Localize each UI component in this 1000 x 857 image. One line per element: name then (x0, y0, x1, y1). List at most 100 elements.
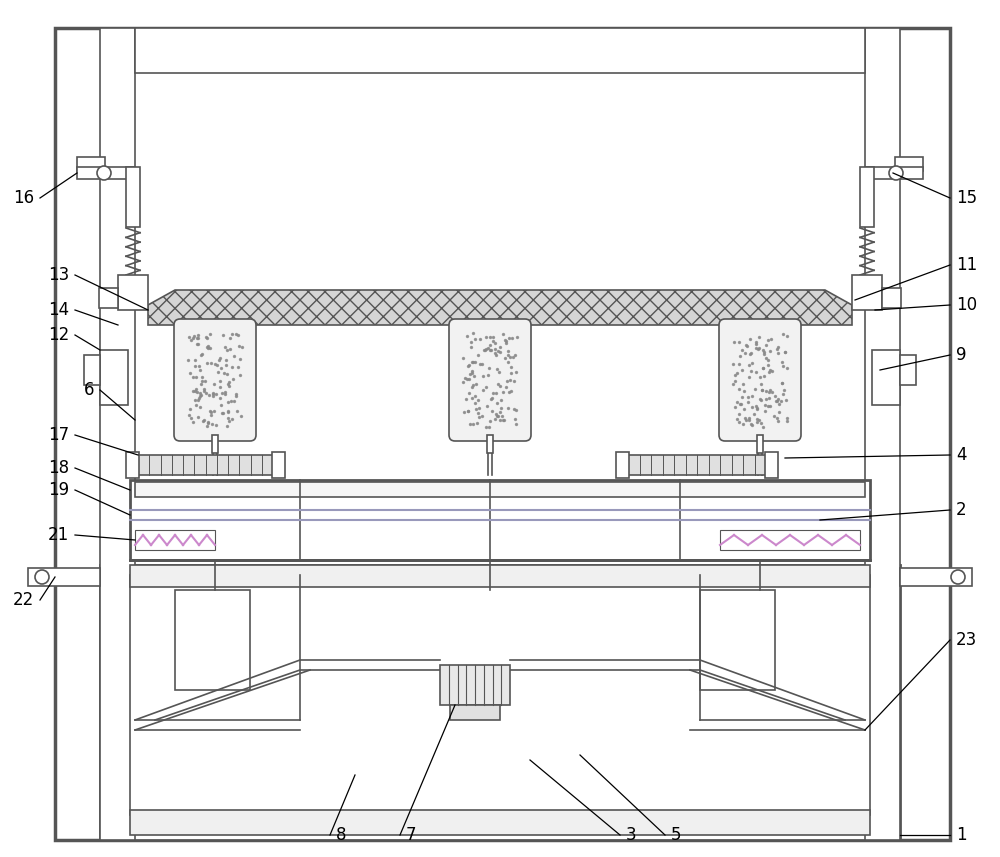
Point (731, 381, 747, 395)
Point (495, 386, 511, 399)
Point (183, 411, 199, 425)
Point (220, 395, 236, 409)
Point (779, 411, 795, 425)
Point (194, 370, 210, 384)
Point (182, 366, 198, 380)
Point (463, 335, 479, 349)
Point (509, 331, 525, 345)
Point (489, 410, 505, 423)
Bar (616, 452, 629, 478)
Point (225, 372, 241, 386)
Bar (118, 275, 148, 310)
Point (489, 396, 505, 410)
Point (735, 377, 751, 391)
Point (488, 349, 504, 363)
Point (459, 329, 475, 343)
Point (224, 360, 240, 374)
Point (497, 351, 513, 365)
Point (461, 358, 477, 372)
Point (506, 375, 522, 388)
Text: 8: 8 (336, 826, 347, 844)
Point (192, 387, 208, 400)
Bar (895, 157, 923, 171)
Point (464, 356, 480, 369)
Point (479, 399, 495, 413)
Point (465, 356, 481, 369)
Point (737, 411, 753, 425)
Point (744, 357, 760, 370)
Point (482, 414, 498, 428)
Point (775, 387, 791, 401)
Point (750, 343, 766, 357)
Point (744, 417, 760, 431)
Point (197, 374, 213, 387)
Text: 13: 13 (48, 266, 69, 284)
Point (229, 404, 245, 417)
Text: 3: 3 (626, 826, 637, 844)
Point (457, 371, 473, 385)
Bar (77, 167, 135, 179)
Point (233, 409, 249, 423)
Point (190, 411, 206, 424)
Text: 5: 5 (671, 826, 682, 844)
Point (474, 357, 490, 370)
Point (502, 350, 518, 363)
Bar (865, 28, 900, 840)
Bar (872, 350, 900, 405)
Point (218, 354, 234, 368)
Bar (135, 530, 215, 550)
Bar (900, 568, 972, 586)
Point (482, 343, 498, 357)
Point (500, 348, 516, 362)
Point (764, 364, 780, 378)
Point (492, 345, 508, 358)
Bar (100, 565, 900, 840)
Point (508, 365, 524, 379)
Point (492, 380, 508, 393)
Point (185, 370, 201, 384)
Point (490, 344, 506, 357)
Point (485, 334, 501, 348)
Point (464, 392, 480, 405)
Polygon shape (148, 290, 852, 325)
Bar (55, 28, 950, 840)
Point (762, 344, 778, 357)
Point (736, 384, 752, 398)
Bar (900, 355, 916, 385)
Point (493, 402, 509, 416)
Point (199, 340, 215, 354)
Point (234, 340, 250, 354)
Point (487, 336, 503, 350)
Point (471, 401, 487, 415)
Point (755, 361, 771, 375)
Point (740, 390, 756, 404)
Point (758, 339, 774, 352)
Bar (28, 568, 100, 586)
Point (199, 420, 215, 434)
Point (211, 353, 227, 367)
Point (465, 417, 481, 431)
Text: 15: 15 (956, 189, 977, 207)
Bar (882, 288, 901, 308)
FancyBboxPatch shape (449, 319, 531, 441)
Point (500, 345, 516, 358)
Text: 18: 18 (48, 459, 69, 477)
Point (761, 365, 777, 379)
Bar (130, 480, 870, 560)
Point (729, 395, 745, 409)
Point (732, 350, 748, 363)
Point (196, 414, 212, 428)
Point (215, 328, 231, 342)
Point (726, 335, 742, 349)
Point (498, 380, 514, 393)
Point (193, 348, 209, 362)
Point (770, 414, 786, 428)
Text: 7: 7 (406, 826, 416, 844)
Point (188, 398, 204, 411)
Point (216, 366, 232, 380)
Point (761, 385, 777, 399)
Point (743, 417, 759, 431)
Point (756, 369, 772, 383)
Point (779, 329, 795, 343)
Point (468, 402, 484, 416)
